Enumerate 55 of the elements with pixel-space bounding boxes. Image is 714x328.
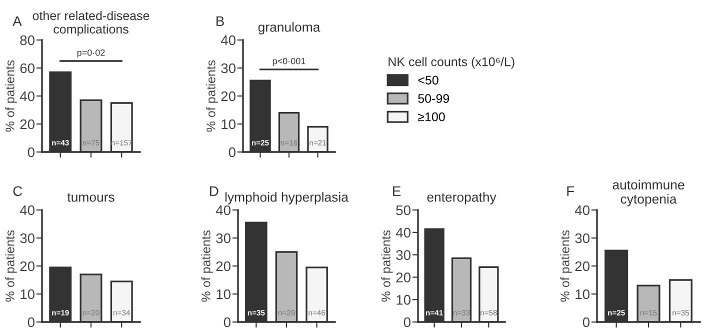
y-tick-label: 80	[20, 35, 35, 46]
y-tick-label: 40	[216, 205, 231, 216]
chart-title: enteropathy	[427, 192, 496, 204]
y-tick-label: 50	[396, 205, 411, 216]
y-tick-label: 0	[582, 317, 590, 328]
y-tick-label: 20	[221, 91, 236, 102]
chart-title: lymphoid hyperplasia	[225, 192, 348, 204]
y-tick-label: 60	[20, 63, 35, 74]
y-tick-label: 30	[221, 63, 236, 74]
y-axis-title: % of patients	[201, 230, 213, 302]
text: A	[12, 16, 22, 26]
y-tick-label: 30	[20, 233, 35, 244]
y-tick-label: 20	[216, 261, 231, 272]
y-tick-label: 10	[222, 119, 236, 130]
y-tick-label: 10	[576, 289, 590, 300]
y-tick-label: 40	[574, 205, 590, 216]
y-tick-label: 0	[224, 317, 231, 328]
y-tick-label: 20	[396, 272, 411, 282]
y-tick-label: 0	[28, 317, 35, 328]
y-tick-label: 30	[575, 233, 590, 244]
chart-title: tumours	[67, 193, 114, 202]
annotation: p=0·02	[77, 49, 105, 58]
y-axis-title: % of patients	[5, 230, 17, 302]
y-tick-label: 0	[228, 147, 236, 158]
text: C	[13, 186, 22, 196]
annotation: p<0·001	[272, 58, 306, 66]
text: B	[216, 16, 224, 26]
y-axis-title: % of patients	[560, 230, 572, 302]
legend-title: NK cell counts (x10⁶/L)	[388, 57, 514, 69]
text: E	[393, 186, 401, 196]
y-tick-label: 0	[404, 317, 411, 328]
y-tick-label: 30	[216, 233, 231, 244]
chart-title: other related-disease complications	[32, 10, 150, 36]
y-tick-label: 0	[28, 147, 35, 158]
y-tick-label: 30	[396, 250, 411, 260]
y-tick-label: 20	[20, 119, 35, 130]
chart-title: autoimmune cytopenia	[612, 180, 684, 206]
y-tick-label: 10	[216, 289, 231, 300]
text: D	[210, 186, 218, 196]
text: F	[567, 186, 574, 196]
legend-label: ≥100	[418, 112, 445, 122]
y-axis-title: % of patients	[381, 230, 393, 302]
legend-label: 50-99	[418, 94, 450, 103]
legend-label: <50	[418, 76, 438, 85]
y-axis-title: % of patients	[206, 60, 218, 132]
y-tick-label: 40	[220, 35, 236, 46]
y-tick-label: 10	[20, 289, 35, 300]
y-tick-label: 40	[20, 205, 35, 216]
y-tick-label: 40	[396, 228, 411, 238]
y-tick-label: 40	[20, 91, 35, 102]
y-tick-label: 20	[575, 261, 590, 272]
y-tick-label: 10	[396, 294, 411, 305]
y-axis-title: % of patients	[5, 60, 17, 132]
chart-title: granuloma	[258, 22, 320, 34]
y-tick-label: 20	[20, 261, 35, 272]
